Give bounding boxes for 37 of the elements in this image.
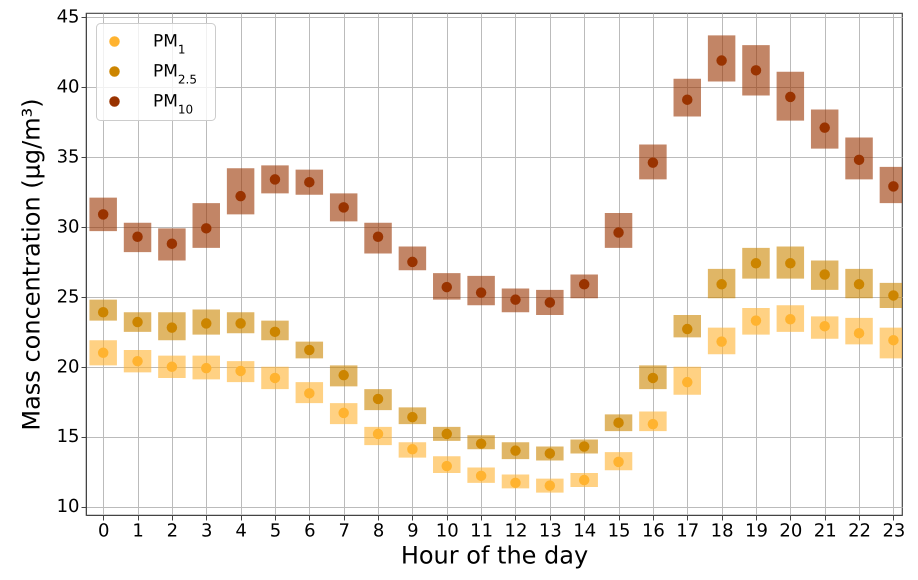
x-tick-label: 8 (372, 520, 384, 542)
y-tick-label: 15 (56, 426, 80, 448)
x-tick-label: 23 (882, 520, 906, 542)
x-tick-label: 15 (608, 520, 630, 542)
x-tick-label: 12 (504, 520, 528, 542)
x-tick-label: 7 (338, 520, 350, 542)
x-tick-label: 4 (235, 520, 247, 542)
legend-label: PM$_{1}$ (153, 32, 186, 56)
x-tick-label: 10 (436, 520, 459, 542)
x-tick-label: 5 (270, 520, 282, 542)
x-tick-label: 16 (642, 520, 665, 542)
x-tick-label: 20 (779, 520, 802, 542)
y-axis-title: Mass concentration (μg/m³) (18, 98, 46, 431)
x-tick-label: 14 (573, 520, 596, 542)
x-tick-label: 9 (407, 520, 419, 542)
x-tick-label: 3 (201, 520, 212, 542)
y-tick-label: 30 (56, 216, 80, 238)
y-tick-label: 40 (56, 76, 80, 98)
x-tick-label: 11 (470, 520, 494, 542)
x-tick-label: 22 (848, 520, 872, 542)
x-tick-label: 0 (98, 520, 110, 542)
x-tick-label: 1 (132, 520, 144, 542)
x-tick-label: 21 (814, 520, 837, 542)
x-tick-label: 17 (676, 520, 700, 542)
x-tick-label: 13 (538, 520, 562, 542)
legend-label: PM$_{10}$ (153, 92, 194, 116)
x-axis-title: Hour of the day (400, 542, 588, 570)
legend-label: PM$_{2.5}$ (153, 62, 198, 86)
y-tick-label: 35 (56, 146, 80, 168)
y-tick-label: 10 (56, 496, 80, 518)
y-tick-label: 20 (56, 356, 80, 378)
y-tick-label: 45 (56, 6, 80, 28)
x-tick-label: 2 (166, 520, 178, 542)
x-tick-label: 18 (710, 520, 734, 542)
y-tick-label: 25 (56, 286, 80, 308)
x-tick-label: 6 (304, 520, 316, 542)
x-tick-label: 19 (745, 520, 768, 542)
